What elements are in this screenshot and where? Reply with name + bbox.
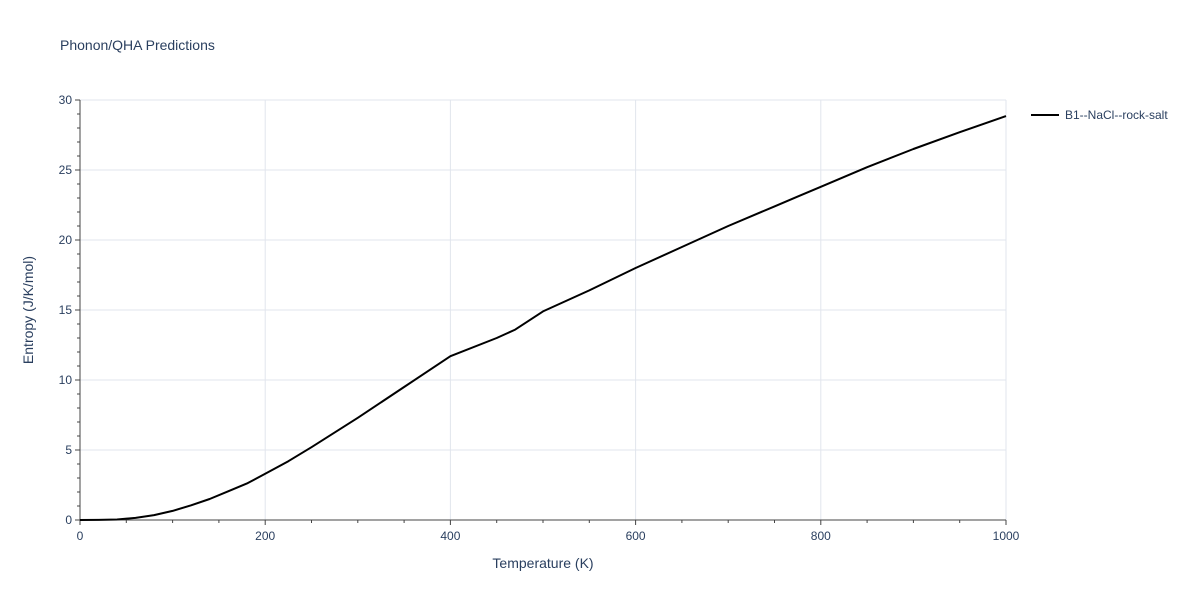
x-tick-label: 200 (255, 529, 275, 543)
legend[interactable]: B1--NaCl--rock-salt (1031, 108, 1168, 122)
x-tick-label: 1000 (993, 529, 1020, 543)
x-tick-label: 600 (626, 529, 646, 543)
axis-layer: 0 200 400 600 800 1000 0 5 10 15 20 25 30 (59, 93, 1020, 543)
x-tick-label: 0 (77, 529, 84, 543)
y-tick-label: 10 (59, 373, 73, 387)
chart-title: Phonon/QHA Predictions (60, 37, 215, 53)
legend-label: B1--NaCl--rock-salt (1065, 108, 1168, 122)
y-tick-label: 5 (65, 443, 72, 457)
x-axis-label: Temperature (K) (492, 555, 593, 571)
x-tick-label: 800 (811, 529, 831, 543)
series-line-0[interactable] (79, 115, 1007, 521)
y-tick-label: 20 (59, 233, 73, 247)
series-layer (79, 115, 1007, 521)
y-tick-label: 30 (59, 93, 73, 107)
y-axis-label: Entropy (J/K/mol) (20, 256, 36, 364)
x-tick-label: 400 (440, 529, 460, 543)
y-tick-label: 15 (59, 303, 73, 317)
y-tick-label: 0 (65, 513, 72, 527)
y-tick-label: 25 (59, 163, 73, 177)
grid-layer (80, 99, 1007, 520)
